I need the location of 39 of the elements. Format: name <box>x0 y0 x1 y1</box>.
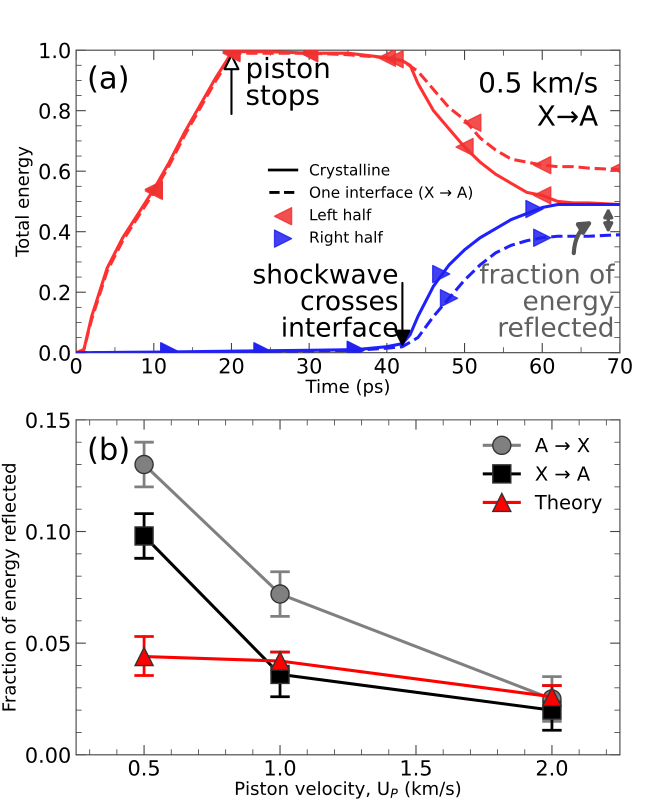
annotation: piston stops <box>246 56 328 111</box>
y-axis-title: Total energy <box>15 146 33 257</box>
y-tick-label: 0.6 <box>39 164 70 180</box>
x-tick-label: 0 <box>70 358 82 374</box>
x-tick-label: 1.0 <box>266 760 296 776</box>
y-tick-label: 0.2 <box>39 284 70 300</box>
legend-label: A → X <box>535 438 590 452</box>
annotation: fraction of energy reflected <box>480 264 615 338</box>
annotation: Crystalline <box>310 164 390 179</box>
y-axis-title: Fraction of energy reflected <box>2 464 20 710</box>
x-tick-label: 1.5 <box>402 760 431 776</box>
y-tick-label: 0.00 <box>26 747 70 764</box>
x-tick-label: 30 <box>297 358 322 374</box>
legend-label: X → A <box>535 466 590 481</box>
y-tick-label: 0.8 <box>39 103 70 119</box>
x-tick-label: 50 <box>452 358 476 374</box>
x-tick-label: 70 <box>608 358 632 374</box>
annotation: One interface (X → A) <box>310 186 472 200</box>
annotation: 0.5 km/s X→A <box>480 71 598 126</box>
x-axis-title: Piston velocity, U$_{P}$ (km/s) <box>236 781 460 799</box>
annotation: (b) <box>90 436 128 464</box>
x-tick-label: 20 <box>220 358 244 374</box>
x-tick-label: 40 <box>374 358 399 374</box>
legend-label: Right half <box>310 231 384 246</box>
y-tick-label: 0.10 <box>26 524 70 540</box>
x-tick-label: 60 <box>530 358 554 374</box>
legend-label: Theory <box>534 494 602 514</box>
annotation: shockwave crosses interface <box>254 264 398 338</box>
y-tick-label: 0.15 <box>26 412 70 428</box>
annotation: (a) <box>90 65 127 93</box>
x-tick-label: 0.5 <box>128 760 159 776</box>
x-axis-title: Time (ps) <box>306 379 389 397</box>
y-tick-label: 0.4 <box>39 224 70 240</box>
legend-label: Left half <box>310 208 372 220</box>
x-tick-label: 2.0 <box>536 760 568 776</box>
y-tick-label: 0.05 <box>26 636 70 652</box>
y-tick-label: 1.0 <box>40 42 70 58</box>
y-tick-label: 0.0 <box>39 345 70 361</box>
x-tick-label: 10 <box>142 358 166 374</box>
